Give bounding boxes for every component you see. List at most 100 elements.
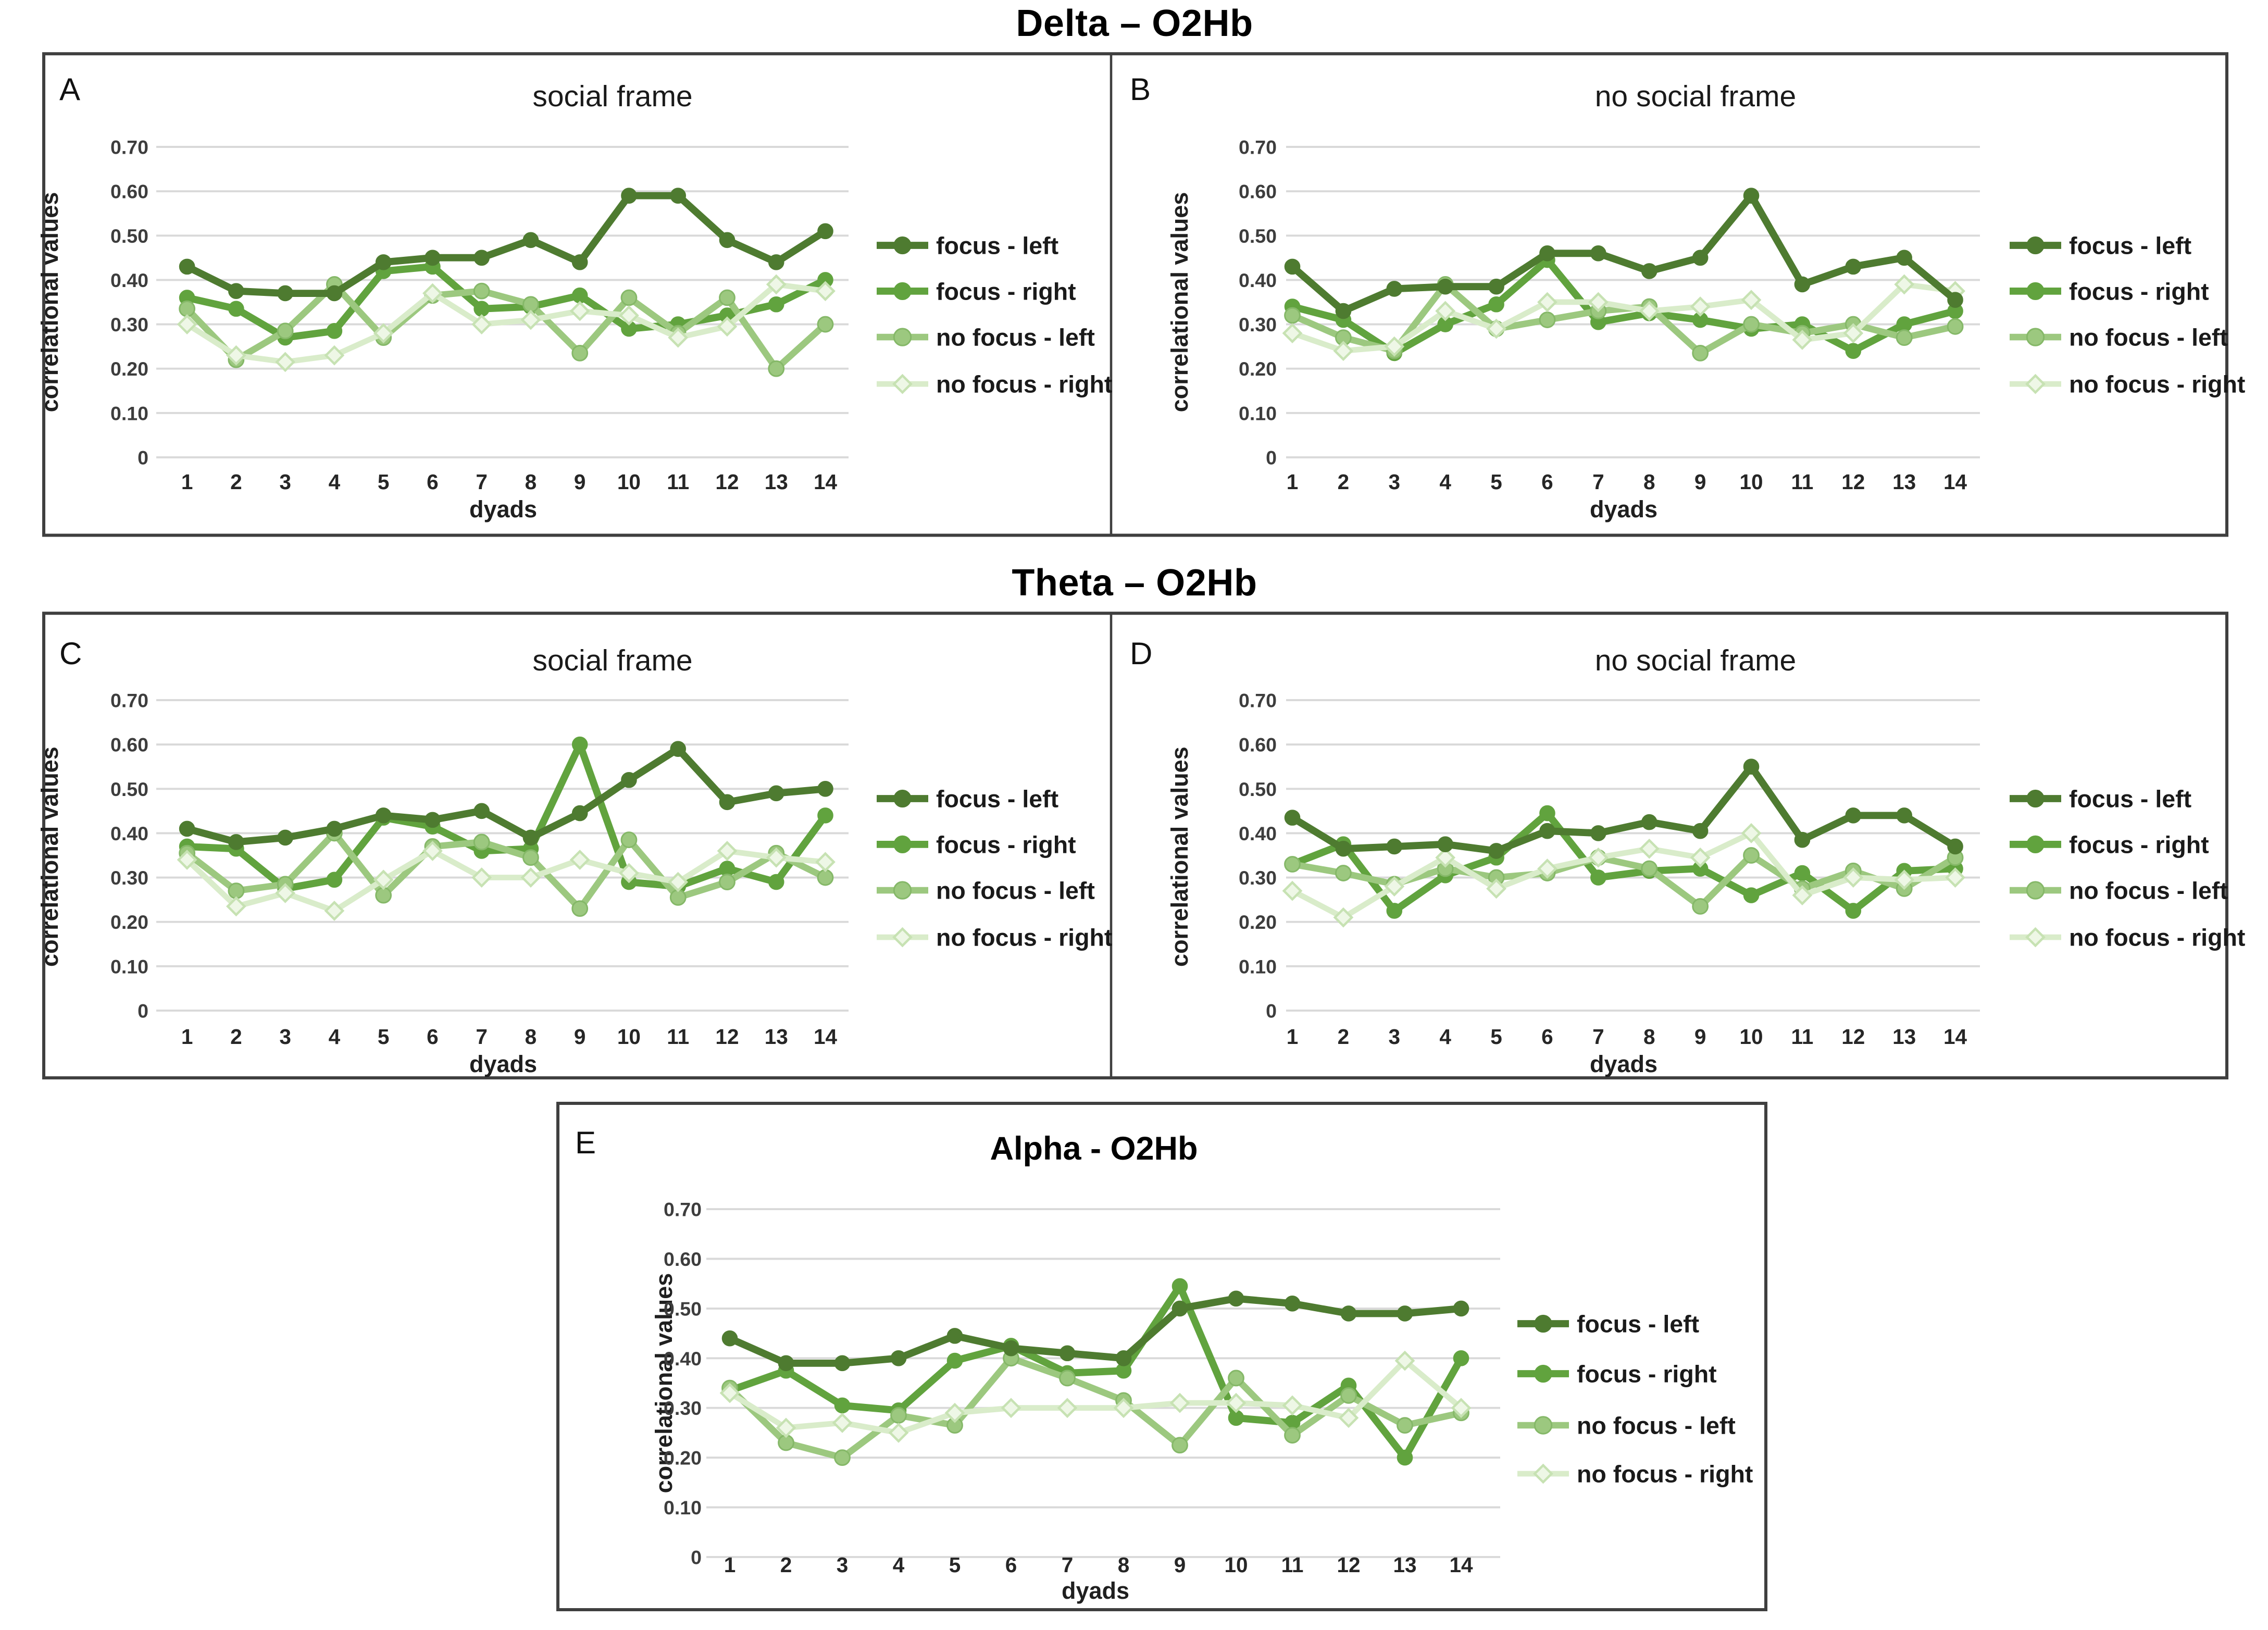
x-tick-label: 9 [574, 1025, 586, 1049]
panel-E: E Alpha - O2Hb correlational values dyads 0.… [575, 1125, 1753, 1604]
legend-swatch-marker [1534, 1416, 1553, 1435]
data-point-marker [179, 300, 195, 317]
data-point-marker [277, 322, 294, 340]
x-tick-label: 7 [476, 1025, 488, 1049]
legend-label: focus - left [2069, 786, 2191, 813]
x-tick-label: 10 [1739, 470, 1763, 494]
data-point-marker [778, 1355, 794, 1372]
x-tick-label: 14 [1449, 1553, 1473, 1577]
data-point-marker [766, 274, 787, 295]
legend-swatch-marker [893, 282, 912, 301]
data-point-marker [1896, 250, 1912, 266]
data-point-marker [1115, 1350, 1132, 1366]
data-point-marker [1743, 887, 1760, 903]
legend-label: no focus - right [2069, 924, 2245, 951]
legend-item: focus - left [877, 786, 1058, 813]
data-point-marker [619, 863, 639, 884]
legend-label: focus - left [2069, 232, 2191, 259]
data-point-marker [1437, 836, 1453, 853]
data-point-marker [226, 896, 246, 917]
data-point-marker [1845, 807, 1862, 824]
data-point-marker [1333, 341, 1354, 362]
data-point-marker [571, 736, 588, 753]
x-tick-label: 5 [378, 1025, 390, 1049]
x-tick-label: 5 [949, 1553, 961, 1577]
legend-label: focus - left [936, 232, 1058, 259]
data-point-marker [422, 283, 443, 304]
legend-swatch-marker [893, 236, 912, 255]
data-point-marker [620, 831, 638, 849]
panel-row-border-3 [556, 1102, 1767, 1611]
data-point-marker [668, 872, 689, 892]
x-tick-label: 4 [1439, 470, 1451, 494]
x-tick-label: 13 [765, 1025, 788, 1049]
x-tick-label: 2 [230, 470, 242, 494]
legend-swatch-marker [1533, 1463, 1553, 1484]
x-tick-label: 14 [814, 470, 838, 494]
panel-title: social frame [532, 644, 692, 677]
y-tick-label: 0.60 [1239, 734, 1277, 756]
data-point-marker [1539, 805, 1555, 822]
series-focus-right [721, 1278, 1469, 1466]
x-axis-label: dyads [469, 496, 537, 522]
y-tick-label: 0.20 [664, 1447, 702, 1469]
legend-label: no focus - left [1577, 1412, 1736, 1439]
x-tick-label: 1 [181, 1025, 193, 1049]
data-point-marker [719, 794, 736, 811]
x-tick-label: 12 [715, 1025, 739, 1049]
legend-item: focus - right [877, 278, 1076, 305]
data-point-marker [834, 1449, 851, 1466]
data-point-marker [888, 1423, 909, 1443]
x-tick-label: 13 [1393, 1553, 1416, 1577]
data-point-marker [890, 1350, 907, 1366]
legend-item: focus - left [2010, 232, 2191, 259]
data-point-marker [1226, 1392, 1247, 1413]
data-point-marker [1539, 245, 1555, 262]
x-tick-label: 8 [1643, 1025, 1655, 1049]
data-point-marker [179, 258, 195, 275]
data-point-marker [1003, 1340, 1019, 1357]
data-point-marker [1397, 1417, 1413, 1434]
legend-swatch-marker [1534, 1364, 1552, 1383]
legend-label: focus - right [936, 278, 1076, 305]
x-tick-label: 6 [1541, 470, 1553, 494]
data-point-marker [1894, 274, 1915, 295]
x-tick-label: 1 [181, 470, 193, 494]
section-title-delta: Delta – O2Hb [1016, 3, 1253, 45]
data-point-marker [1169, 1392, 1190, 1413]
x-tick-label: 10 [1739, 1025, 1763, 1049]
y-tick-label: 0.60 [664, 1248, 702, 1270]
data-point-marker [473, 833, 490, 851]
legend-swatch-marker [2026, 881, 2045, 900]
data-point-marker [1228, 1370, 1244, 1387]
data-point-marker [1641, 263, 1658, 279]
data-point-marker [1001, 1398, 1021, 1419]
data-point-marker [1384, 876, 1405, 897]
data-point-marker [228, 882, 245, 900]
y-tick-label: 0.50 [110, 778, 148, 800]
series-line [183, 281, 829, 372]
legend-item: no focus - left [877, 877, 1095, 904]
y-tick-label: 0.50 [664, 1298, 702, 1320]
y-tick-label: 0.10 [1239, 402, 1277, 424]
data-point-marker [1282, 323, 1303, 343]
data-point-marker [473, 803, 490, 819]
data-point-marker [569, 301, 590, 321]
panel-row-border-2 [42, 612, 2228, 1080]
data-point-marker [1386, 838, 1403, 855]
data-point-marker [326, 872, 343, 888]
x-tick-label: 11 [1791, 470, 1813, 494]
x-tick-label: 11 [1281, 1553, 1304, 1577]
legend-item: no focus - left [877, 324, 1095, 351]
x-tick-label: 3 [279, 1025, 291, 1049]
series-line [183, 192, 829, 297]
x-tick-label: 10 [1224, 1553, 1248, 1577]
panel-letter: B [1130, 72, 1151, 107]
series-nofocus-right [177, 274, 836, 372]
legend-swatch-marker [892, 927, 913, 948]
y-tick-label: 0.70 [1239, 136, 1277, 158]
data-point-marker [473, 282, 490, 300]
data-point-marker [1639, 838, 1660, 859]
